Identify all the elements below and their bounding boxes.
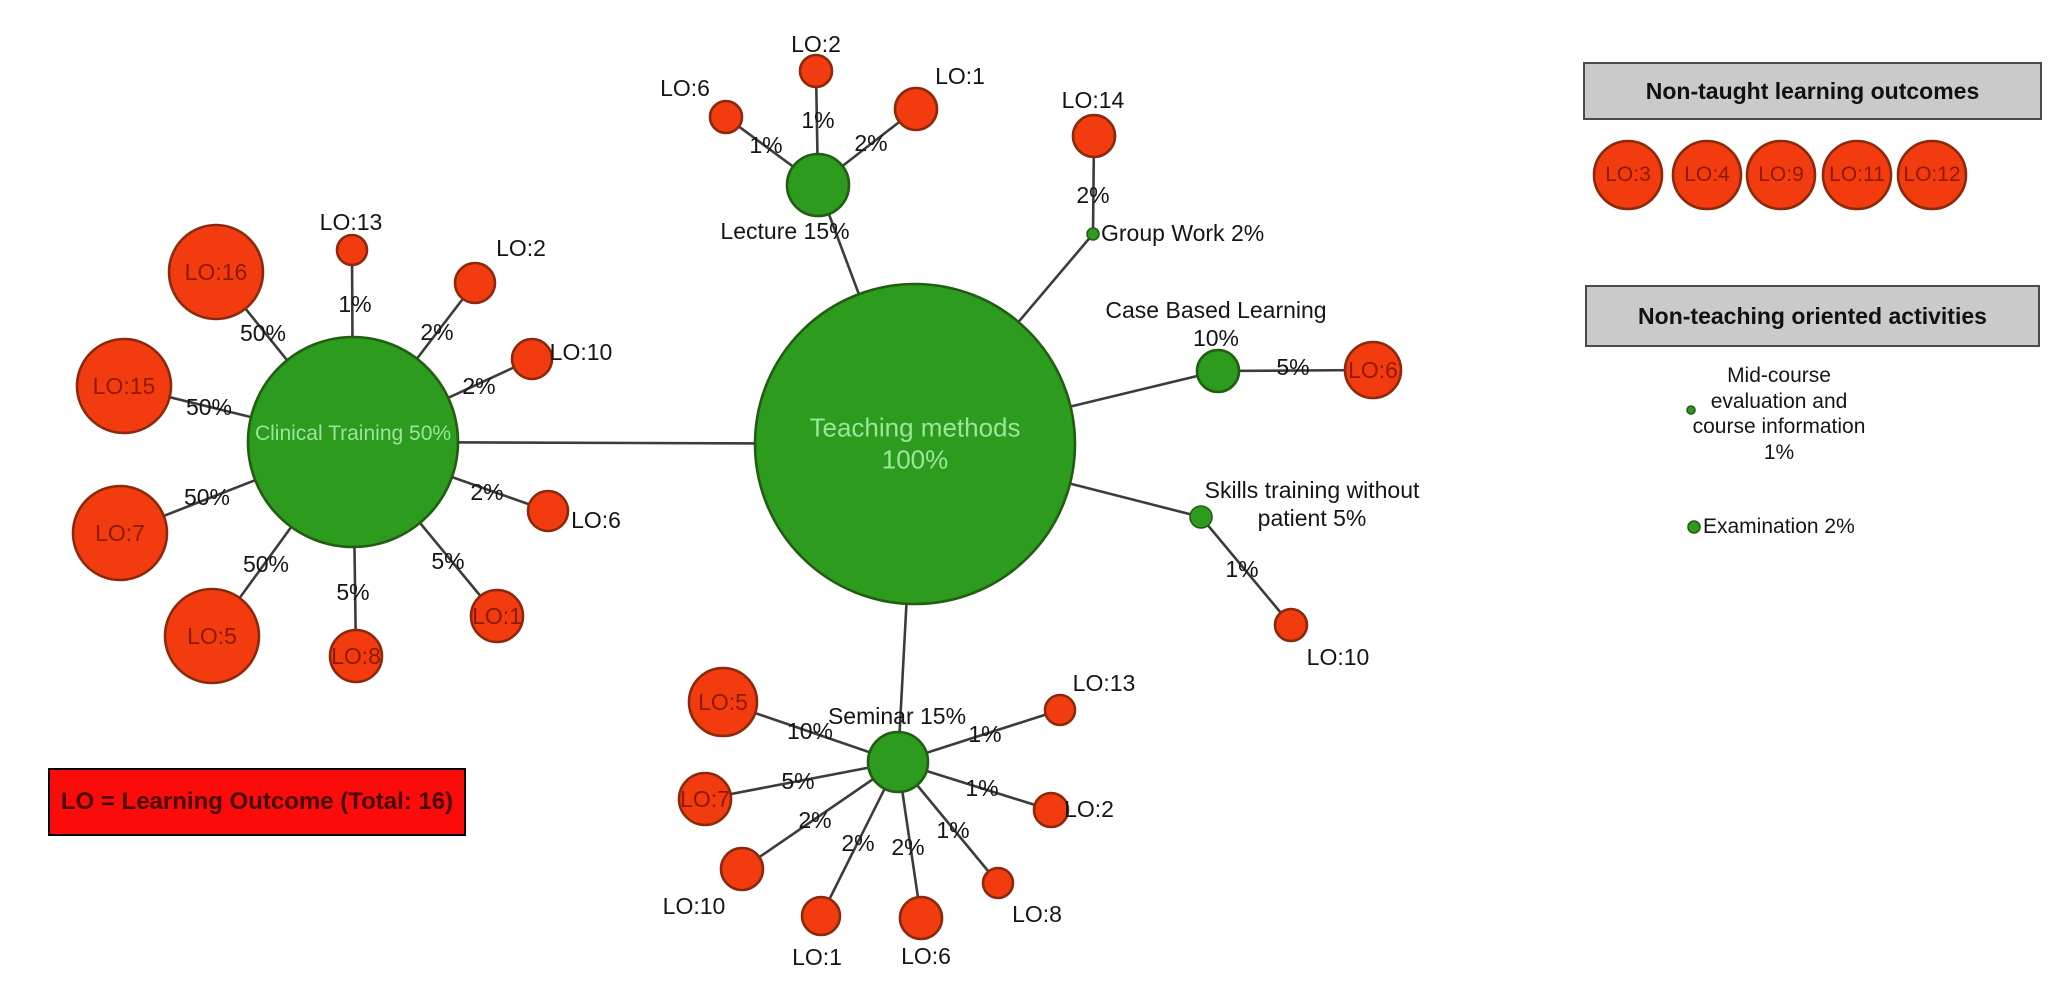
node-ct-lo5 (163, 587, 261, 685)
node-ct-lo16 (167, 223, 265, 321)
node-skills-training (1189, 505, 1213, 529)
node-st-lo10 (1273, 607, 1309, 643)
edge-seminar--sem-lo7 (704, 760, 899, 801)
node-panel-lo12 (1896, 139, 1968, 211)
node-panel-lo4 (1671, 139, 1743, 211)
node-sem-lo10 (719, 846, 765, 892)
non-taught-outcomes-title: Non-taught learning outcomes (1645, 77, 1980, 104)
node-ct-lo1 (469, 588, 525, 644)
node-ct-lo13 (335, 233, 369, 267)
node-sem-lo7 (677, 771, 733, 827)
node-group-work (1086, 227, 1100, 241)
node-lec-lo6 (708, 99, 744, 135)
node-ct-lo8 (328, 628, 384, 684)
node-examination-dot (1687, 520, 1701, 534)
node-ct-lo10 (510, 337, 554, 381)
node-case-based-learning (1195, 348, 1241, 394)
non-teaching-activities-title: Non-teaching oriented activities (1638, 302, 1987, 329)
node-sem-lo13 (1043, 693, 1077, 727)
node-sem-lo2 (1032, 791, 1070, 829)
node-ct-lo15 (75, 337, 173, 435)
node-ct-lo2 (453, 261, 497, 305)
node-sem-lo6 (898, 895, 944, 941)
node-lec-lo2 (798, 53, 834, 89)
node-cbl-lo6 (1343, 340, 1403, 400)
node-seminar (866, 730, 930, 794)
legend-text: LO = Learning Outcome (Total: 16) (60, 788, 454, 815)
node-sem-lo1 (800, 895, 842, 937)
non-teaching-activities-header: Non-teaching oriented activities (1585, 285, 2040, 347)
node-lec-lo1 (893, 86, 939, 132)
edge-seminar--sem-lo10 (741, 760, 899, 871)
node-teaching-methods (753, 282, 1077, 606)
non-taught-outcomes-header: Non-taught learning outcomes (1583, 62, 2042, 120)
node-panel-lo9 (1745, 139, 1817, 211)
node-panel-lo3 (1592, 139, 1664, 211)
node-panel-lo11 (1821, 139, 1893, 211)
node-lecture (785, 152, 851, 218)
node-midcourse-dot (1686, 405, 1696, 415)
node-clinical-training (246, 335, 460, 549)
legend-box: LO = Learning Outcome (Total: 16) (48, 768, 466, 836)
node-sem-lo8 (981, 866, 1015, 900)
node-gw-lo14 (1071, 113, 1117, 159)
node-sem-lo5 (687, 666, 759, 738)
edge-skills-training--st-lo10 (1200, 516, 1292, 626)
node-ct-lo7 (71, 484, 169, 582)
node-ct-lo6 (526, 489, 570, 533)
